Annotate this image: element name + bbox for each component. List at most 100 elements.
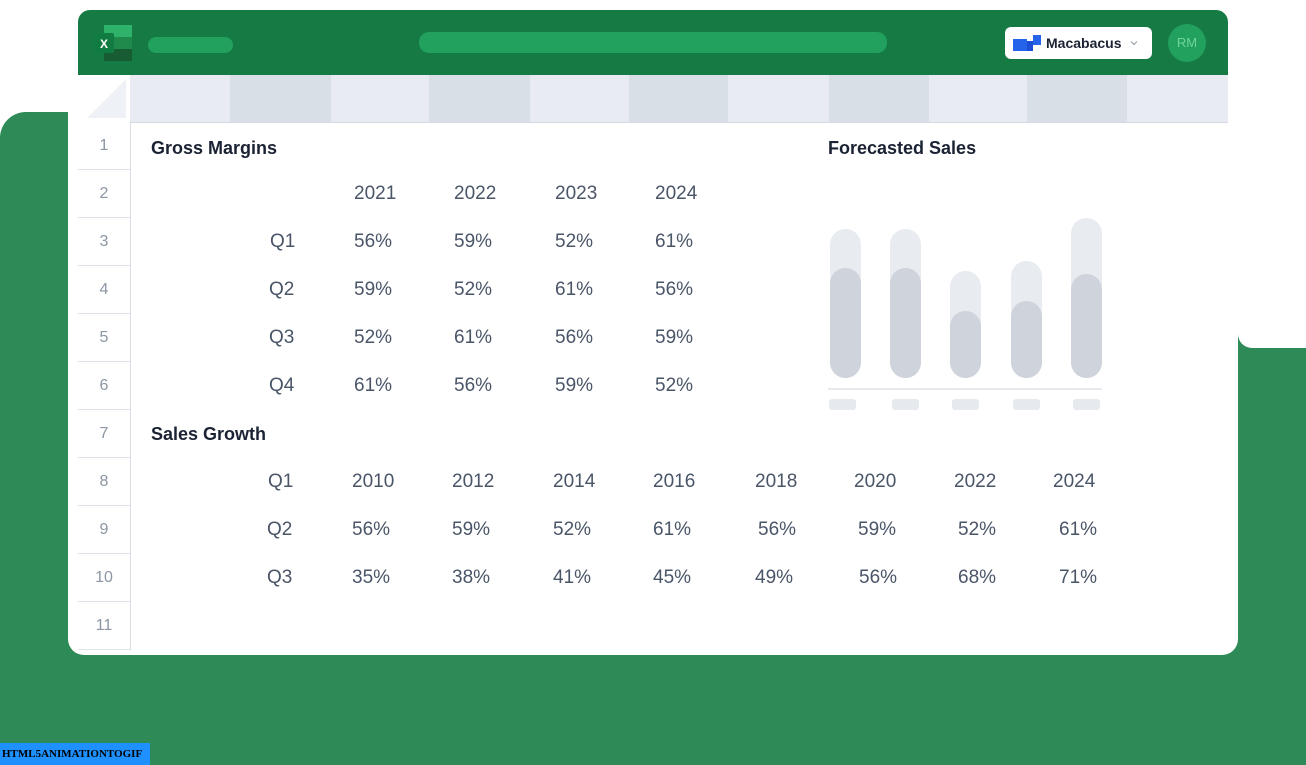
chart-tick-label (1073, 399, 1100, 410)
growth-cell[interactable]: 52% (553, 519, 592, 540)
workbook-title-placeholder (148, 37, 233, 53)
growth-cell[interactable]: 61% (653, 519, 692, 540)
spreadsheet-window: X Macabacus RM (68, 10, 1238, 655)
margin-cell[interactable]: 52% (555, 231, 594, 252)
growth-cell[interactable]: 2022 (954, 471, 997, 492)
growth-cell[interactable]: 45% (653, 567, 692, 588)
quarter-label[interactable]: Q1 (268, 471, 294, 492)
margin-cell[interactable]: 56% (555, 327, 594, 348)
margin-cell[interactable]: 52% (454, 279, 493, 300)
column-header[interactable] (230, 75, 331, 122)
quarter-label[interactable]: Q4 (269, 375, 295, 396)
growth-cell[interactable]: 52% (958, 519, 997, 540)
year-header[interactable]: 2022 (454, 183, 497, 204)
margin-cell[interactable]: 52% (354, 327, 393, 348)
svg-text:X: X (100, 37, 108, 51)
chart-tick-label (829, 399, 856, 410)
row-header[interactable]: 11 (78, 602, 130, 650)
margin-cell[interactable]: 61% (354, 375, 393, 396)
column-header[interactable] (929, 75, 1027, 122)
growth-cell[interactable]: 56% (758, 519, 797, 540)
growth-cell[interactable]: 2020 (854, 471, 897, 492)
background-cutout (1238, 100, 1306, 348)
growth-cell[interactable]: 56% (352, 519, 391, 540)
column-header[interactable] (629, 75, 728, 122)
forecast-bar (1011, 301, 1042, 378)
column-header[interactable] (728, 75, 829, 122)
growth-cell[interactable]: 61% (1059, 519, 1098, 540)
growth-cell[interactable]: 59% (452, 519, 491, 540)
chart-tick-label (892, 399, 919, 410)
macabacus-addin-button[interactable]: Macabacus (1005, 27, 1152, 59)
growth-cell[interactable]: 38% (452, 567, 491, 588)
row-header-column: 1 2 3 4 5 6 7 8 9 10 11 (78, 122, 131, 650)
quarter-label[interactable]: Q2 (269, 279, 295, 300)
margin-cell[interactable]: 61% (555, 279, 594, 300)
chart-x-axis (828, 388, 1102, 390)
row-header[interactable]: 7 (78, 410, 130, 458)
growth-cell[interactable]: 41% (553, 567, 592, 588)
growth-cell[interactable]: 2014 (553, 471, 596, 492)
margin-cell[interactable]: 61% (655, 231, 694, 252)
growth-cell[interactable]: 2018 (755, 471, 798, 492)
growth-cell[interactable]: 2024 (1053, 471, 1096, 492)
forecast-bar (890, 268, 921, 378)
watermark-label: HTML5ANIMATIONTOGIF (0, 743, 150, 765)
chart-tick-label (952, 399, 979, 410)
year-header[interactable]: 2023 (555, 183, 598, 204)
quarter-label[interactable]: Q1 (270, 231, 296, 252)
growth-cell[interactable]: 2012 (452, 471, 495, 492)
quarter-label[interactable]: Q3 (269, 327, 295, 348)
row-header[interactable]: 1 (78, 122, 130, 170)
column-header[interactable] (1027, 75, 1127, 122)
column-header[interactable] (331, 75, 429, 122)
growth-cell[interactable]: 49% (755, 567, 794, 588)
growth-cell[interactable]: 68% (958, 567, 997, 588)
margin-cell[interactable]: 59% (555, 375, 594, 396)
margin-cell[interactable]: 52% (655, 375, 694, 396)
margin-cell[interactable]: 59% (454, 231, 493, 252)
year-header[interactable]: 2021 (354, 183, 397, 204)
row-header[interactable]: 9 (78, 506, 130, 554)
forecast-bar (830, 268, 861, 378)
column-header[interactable] (530, 75, 629, 122)
margin-cell[interactable]: 56% (454, 375, 493, 396)
growth-cell[interactable]: 71% (1059, 567, 1098, 588)
row-header[interactable]: 3 (78, 218, 130, 266)
quarter-label[interactable]: Q2 (267, 519, 293, 540)
forecast-bar (950, 311, 981, 378)
row-header[interactable]: 2 (78, 170, 130, 218)
margin-cell[interactable]: 61% (454, 327, 493, 348)
quarter-label[interactable]: Q3 (267, 567, 293, 588)
chart-tick-label (1013, 399, 1040, 410)
year-header[interactable]: 2024 (655, 183, 698, 204)
chevron-down-icon (1131, 41, 1138, 46)
column-header[interactable] (429, 75, 530, 122)
row-header[interactable]: 5 (78, 314, 130, 362)
row-header[interactable]: 8 (78, 458, 130, 506)
gross-margins-title: Gross Margins (151, 138, 278, 158)
margin-cell[interactable]: 56% (354, 231, 393, 252)
user-avatar[interactable]: RM (1168, 24, 1206, 62)
growth-cell[interactable]: 56% (859, 567, 898, 588)
search-bar[interactable] (419, 32, 887, 53)
growth-cell[interactable]: 2016 (653, 471, 696, 492)
macabacus-logo-icon (1013, 35, 1041, 51)
growth-cell[interactable]: 59% (858, 519, 897, 540)
column-header[interactable] (130, 75, 230, 122)
column-header[interactable] (829, 75, 929, 122)
row-header[interactable]: 4 (78, 266, 130, 314)
margin-cell[interactable]: 56% (655, 279, 694, 300)
row-header[interactable]: 6 (78, 362, 130, 410)
sales-growth-title: Sales Growth (151, 424, 267, 444)
column-header[interactable] (1127, 75, 1228, 122)
select-all-corner[interactable] (78, 75, 130, 122)
margin-cell[interactable]: 59% (655, 327, 694, 348)
title-bar: X Macabacus RM (78, 10, 1228, 75)
margin-cell[interactable]: 59% (354, 279, 393, 300)
excel-icon[interactable]: X (94, 25, 132, 61)
growth-cell[interactable]: 2010 (352, 471, 395, 492)
growth-cell[interactable]: 35% (352, 567, 391, 588)
row-header[interactable]: 10 (78, 554, 130, 602)
forecast-bar (1071, 274, 1102, 378)
